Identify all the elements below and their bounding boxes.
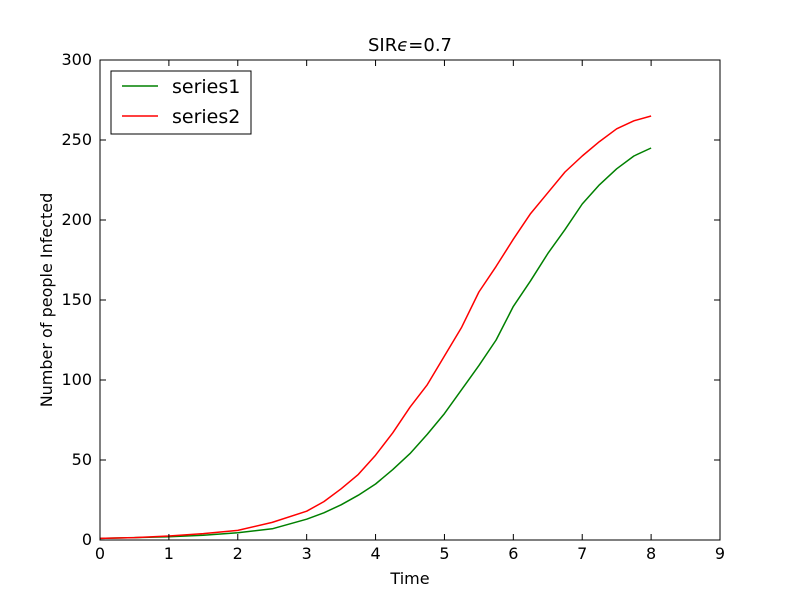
y-tick-label: 300 [61,50,92,69]
x-tick-label: 9 [715,544,725,563]
x-tick-label: 8 [646,544,656,563]
y-tick-label: 50 [72,450,92,469]
x-tick-label: 0 [95,544,105,563]
y-tick-label: 150 [61,290,92,309]
series-line-series2 [99,115,652,540]
legend-label-series1: series1 [172,76,240,98]
y-tick-label: 0 [82,530,92,549]
plot-frame [99,59,721,541]
y-tick-label: 100 [61,370,92,389]
x-tick-label: 5 [439,544,449,563]
x-tick-label: 1 [164,544,174,563]
y-tick-label: 200 [61,210,92,229]
legend: series1 series2 [110,70,252,135]
y-tick-label: 250 [61,130,92,149]
chart-title: SIRϵ=0.7 [368,35,452,56]
y-axis-label: Number of people Infected [37,193,56,408]
x-axis-label: Time [389,569,429,588]
x-tick-label: 3 [302,544,312,563]
legend-box [110,70,252,135]
series-line-series1 [99,147,652,540]
x-tick-label: 7 [577,544,587,563]
x-tick-label: 6 [508,544,518,563]
tick-labels-layer: 0 1 2 3 4 5 6 7 8 9 0 50 100 150 200 250 300 [61,50,725,563]
x-tick-label: 2 [233,544,243,563]
legend-label-series2: series2 [172,106,240,128]
series-layer [99,115,652,540]
x-tick-label: 4 [370,544,380,563]
